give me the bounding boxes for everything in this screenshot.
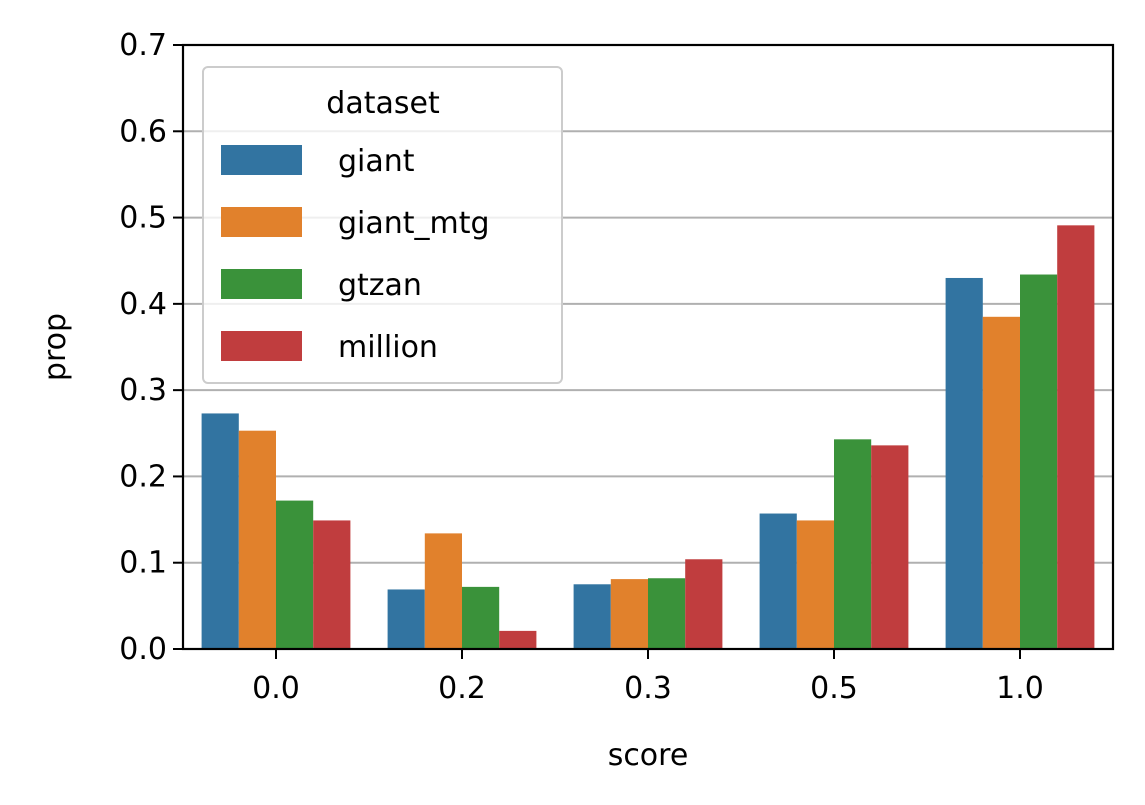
legend-label-giant: giant xyxy=(338,144,415,179)
bar-gtzan-0.3 xyxy=(648,578,686,649)
legend-swatch-giant xyxy=(221,145,302,175)
y-tick-label: 0.4 xyxy=(119,287,167,322)
bar-gtzan-1.0 xyxy=(1020,274,1058,649)
bar-million-0.3 xyxy=(685,559,723,649)
legend-swatch-gtzan xyxy=(221,269,302,299)
bar-giant-0.5 xyxy=(759,513,797,649)
x-tick-label: 0.0 xyxy=(252,671,300,706)
bar-giant-1.0 xyxy=(945,277,983,649)
legend-label-giant_mtg: giant_mtg xyxy=(338,206,490,241)
bar-giant-0.2 xyxy=(387,589,425,649)
bar-giant_mtg-0.2 xyxy=(424,533,462,649)
x-tick-label: 0.2 xyxy=(438,671,486,706)
bar-million-0.5 xyxy=(871,445,909,649)
x-axis-title: score xyxy=(608,738,689,773)
y-tick-label: 0.6 xyxy=(119,114,167,149)
bar-giant_mtg-0.5 xyxy=(796,520,834,649)
x-tick-label: 0.3 xyxy=(624,671,672,706)
y-tick-label: 0.2 xyxy=(119,459,167,494)
bar-giant_mtg-0.0 xyxy=(238,430,276,649)
bars xyxy=(201,225,1095,649)
legend-label-gtzan: gtzan xyxy=(338,268,422,303)
y-tick-label: 0.7 xyxy=(119,28,167,63)
x-axis-ticks: 0.0 0.2 0.3 0.5 1.0 xyxy=(252,649,1044,706)
bar-giant-0.3 xyxy=(573,584,611,649)
legend-swatch-million xyxy=(221,331,302,361)
legend-swatch-giant_mtg xyxy=(221,207,302,237)
y-axis-ticks: 0.0 0.1 0.2 0.3 0.4 0.5 0.6 0.7 xyxy=(119,28,183,667)
bar-gtzan-0.2 xyxy=(462,586,500,649)
x-tick-label: 1.0 xyxy=(996,671,1044,706)
bar-giant_mtg-1.0 xyxy=(982,316,1020,649)
legend-label-million: million xyxy=(338,330,438,365)
y-tick-label: 0.1 xyxy=(119,546,167,581)
bar-million-0.2 xyxy=(499,630,537,649)
bar-gtzan-0.5 xyxy=(834,439,872,649)
bar-giant_mtg-0.3 xyxy=(610,579,648,649)
y-axis-title: prop xyxy=(38,313,73,381)
bar-giant-0.0 xyxy=(201,413,239,649)
bar-gtzan-0.0 xyxy=(276,500,314,649)
y-tick-label: 0.0 xyxy=(119,632,167,667)
legend-title: dataset xyxy=(326,86,440,121)
bar-million-1.0 xyxy=(1057,225,1095,649)
bar-million-0.0 xyxy=(313,520,351,649)
y-tick-label: 0.3 xyxy=(119,373,167,408)
y-tick-label: 0.5 xyxy=(119,201,167,236)
x-tick-label: 0.5 xyxy=(810,671,858,706)
